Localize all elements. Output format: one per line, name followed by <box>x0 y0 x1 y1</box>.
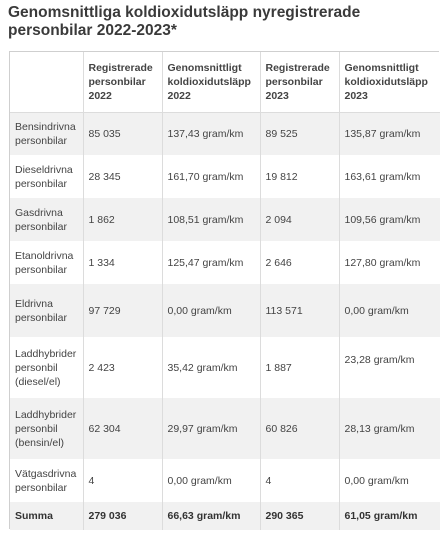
page-title: Genomsnittliga koldioxidutsläpp nyregist… <box>8 4 361 39</box>
total-cell: 290 365 <box>260 502 340 530</box>
table-cell: 60 826 <box>260 398 340 459</box>
table-cell: 35,42 gram/km <box>162 337 261 398</box>
table-cell: 127,80 gram/km <box>344 256 421 269</box>
table-cell: 0,00 gram/km <box>162 459 261 502</box>
table-cell: 29,97 gram/km <box>162 398 261 459</box>
header-cell-registered-2022: Registrerade personbilar 2022 <box>83 52 163 112</box>
total-cell: 279 036 <box>83 502 163 530</box>
table-row: Laddhybrider personbil (diesel/el) 2 423… <box>10 337 440 398</box>
table-cell: 1 887 <box>260 337 340 398</box>
table-cell: 2 094 <box>260 198 340 241</box>
table-cell: 0,00 gram/km <box>162 284 261 337</box>
row-label: Etanoldrivna personbilar <box>10 241 84 284</box>
table-header-row: Registrerade personbilar 2022 Genomsnitt… <box>10 52 440 112</box>
row-label: Dieseldrivna personbilar <box>10 155 84 198</box>
table-cell: 62 304 <box>83 398 163 459</box>
table-row: Etanoldrivna personbilar 1 334 125,47 gr… <box>10 241 440 284</box>
header-cell-registered-2023: Registrerade personbilar 2023 <box>260 52 340 112</box>
header-cell-emissions-2023: Genomsnittligt koldioxidutsläpp 2023 <box>344 61 428 102</box>
total-cell: 66,63 gram/km <box>162 502 261 530</box>
table-cell: 135,87 gram/km <box>344 127 421 140</box>
table-cell: 2 646 <box>260 241 340 284</box>
table-total-row: Summa 279 036 66,63 gram/km 290 365 61,0… <box>10 502 440 530</box>
table-cell: 0,00 gram/km <box>344 304 409 317</box>
table-row: Eldrivna personbilar 97 729 0,00 gram/km… <box>10 284 440 337</box>
table-cell: 2 423 <box>83 337 163 398</box>
emissions-table-container: Registrerade personbilar 2022 Genomsnitt… <box>9 51 440 530</box>
table-cell: 0,00 gram/km <box>344 474 409 487</box>
table-cell: 4 <box>83 459 163 502</box>
table-cell: 28,13 gram/km <box>344 422 415 435</box>
table-cell: 23,28 gram/km <box>344 354 415 366</box>
table-cell: 125,47 gram/km <box>162 241 261 284</box>
total-label: Summa <box>10 502 84 530</box>
table-cell: 163,61 gram/km <box>344 170 421 183</box>
header-cell-category <box>10 52 84 112</box>
row-label: Eldrivna personbilar <box>10 284 84 337</box>
table-cell: 161,70 gram/km <box>162 155 261 198</box>
total-cell: 61,05 gram/km <box>344 510 418 522</box>
table-row: Gasdrivna personbilar 1 862 108,51 gram/… <box>10 198 440 241</box>
header-cell-emissions-2022: Genomsnittligt koldioxidutsläpp 2022 <box>162 52 261 112</box>
table-cell: 28 345 <box>83 155 163 198</box>
table-cell: 109,56 gram/km <box>344 213 421 226</box>
table-row: Dieseldrivna personbilar 28 345 161,70 g… <box>10 155 440 198</box>
row-label: Laddhybrider personbil (bensin/el) <box>10 398 84 459</box>
row-label: Vätgasdrivna personbilar <box>10 459 84 502</box>
row-label: Bensindrivna personbilar <box>10 112 84 155</box>
table-cell: 137,43 gram/km <box>162 112 261 155</box>
table-row: Laddhybrider personbil (bensin/el) 62 30… <box>10 398 440 459</box>
table-row: Bensindrivna personbilar 85 035 137,43 g… <box>10 112 440 155</box>
table-cell: 85 035 <box>83 112 163 155</box>
table-cell: 113 571 <box>260 284 340 337</box>
table-row: Vätgasdrivna personbilar 4 0,00 gram/km … <box>10 459 440 502</box>
table-cell: 1 862 <box>83 198 163 241</box>
table-cell: 97 729 <box>83 284 163 337</box>
table-cell: 108,51 gram/km <box>162 198 261 241</box>
table-cell: 4 <box>260 459 340 502</box>
row-label: Laddhybrider personbil (diesel/el) <box>10 337 84 398</box>
table-cell: 89 525 <box>260 112 340 155</box>
table-cell: 19 812 <box>260 155 340 198</box>
row-label: Gasdrivna personbilar <box>10 198 84 241</box>
emissions-table: Registrerade personbilar 2022 Genomsnitt… <box>10 52 440 530</box>
table-cell: 1 334 <box>83 241 163 284</box>
